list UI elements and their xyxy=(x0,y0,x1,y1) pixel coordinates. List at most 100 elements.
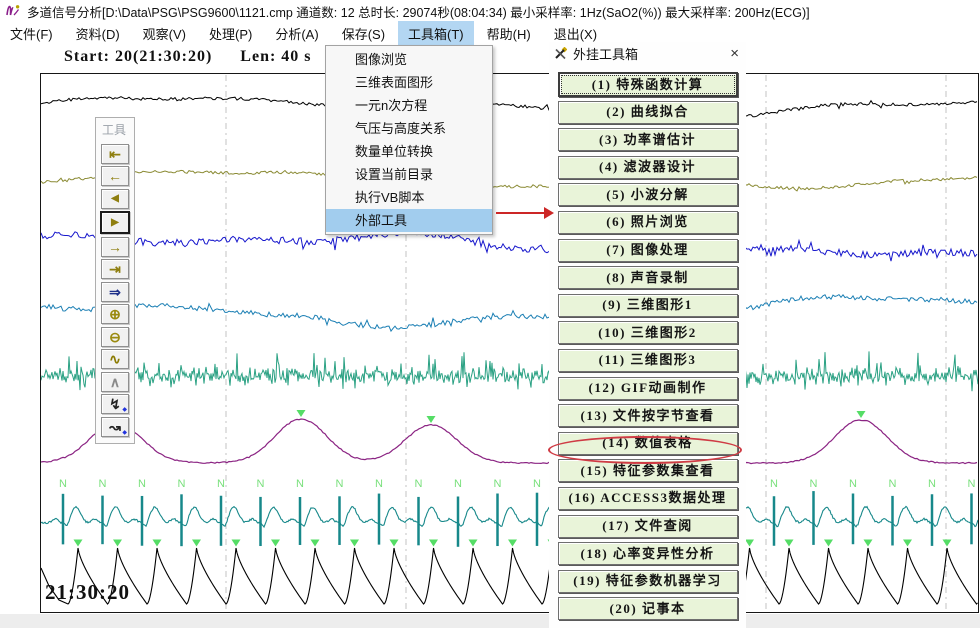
dropdown-item-1[interactable]: 图像浏览 xyxy=(355,52,408,67)
panel-tool-16-button[interactable]: (16) ACCESS3数据处理 xyxy=(557,486,738,510)
zoom-in-icon: ⊕ xyxy=(109,306,121,322)
go-first-icon: ⇤ xyxy=(109,145,121,162)
dropdown-item-7[interactable]: 执行VB脚本 xyxy=(355,190,425,205)
menubar-item-2[interactable]: 资料(D) xyxy=(75,27,120,42)
menu-bar: 文件(F) 资料(D) 观察(V) 处理(P) 分析(A) 保存(S) 工具箱(T) 帮助(H… xyxy=(0,21,980,46)
panel-tool-8-button[interactable]: (8) 声音录制 xyxy=(557,266,738,290)
menubar-item-7[interactable]: 工具箱(T) xyxy=(398,21,474,46)
plugin-toolbox-panel: 外挂工具箱 × (1) 特殊函数计算 (2) 曲线拟合 (3) 功率谱估计 (4) 滤… xyxy=(549,42,746,628)
window-title: 多道信号分析[D:\Data\PSG\PSG9600\1121.cmp 通道数:… xyxy=(27,5,810,20)
svg-text:N: N xyxy=(533,478,541,490)
plugin-panel-buttons: (1) 特殊函数计算 (2) 曲线拟合 (3) 功率谱估计 (4) 滤波器设计 (5) … xyxy=(549,64,746,621)
collapse-button[interactable]: ∧ xyxy=(101,371,129,392)
panel-tool-19-button[interactable]: (19) 特征参数机器学习 xyxy=(557,569,738,593)
page-left-icon: ← xyxy=(108,168,122,184)
go-last-button[interactable]: ⇥ xyxy=(101,259,129,279)
zoom-in-button[interactable]: ⊕ xyxy=(101,304,129,324)
svg-text:N: N xyxy=(217,478,225,490)
blue-dot-icon: ◆ xyxy=(122,407,127,413)
panel-tool-6-button[interactable]: (6) 照片浏览 xyxy=(557,210,738,234)
dropdown-item-5[interactable]: 数量单位转换 xyxy=(355,144,434,159)
panel-tool-9-button[interactable]: (9) 三维图形1 xyxy=(557,293,738,317)
tool-palette-title: 工具 xyxy=(102,123,127,137)
window-bottom-strip xyxy=(0,614,980,628)
dropdown-item-2[interactable]: 三维表面图形 xyxy=(355,75,434,90)
panel-tool-7-button[interactable]: (7) 图像处理 xyxy=(557,238,738,262)
dropdown-item-4[interactable]: 气压与高度关系 xyxy=(355,121,447,136)
play-right-icon: ▶ xyxy=(111,216,119,228)
panel-tool-18-button[interactable]: (18) 心率变异性分析 xyxy=(557,542,738,566)
svg-text:N: N xyxy=(770,478,778,490)
svg-text:N: N xyxy=(257,478,265,490)
fast-forward-button[interactable]: ⇒ xyxy=(101,281,129,302)
svg-text:N: N xyxy=(138,478,146,490)
lightning-button[interactable]: ↯ ◆ xyxy=(101,394,129,414)
step-right-button[interactable]: → xyxy=(101,236,129,257)
title-bar: 多道信号分析[D:\Data\PSG\PSG9600\1121.cmp 通道数:… xyxy=(0,0,980,22)
zoom-out-button[interactable]: ⊖ xyxy=(101,326,129,347)
epoch-time-label: 21:30:20 xyxy=(45,580,130,604)
tool-palette-buttons: ⇤ ← ◀ ▶ → ⇥ ⇒ ⊕ ⊖ ∿ ∧ ↯ ◆ ↝ ◆ xyxy=(96,143,134,437)
go-first-button[interactable]: ⇤ xyxy=(101,143,129,164)
step-right-icon: → xyxy=(108,238,122,255)
waveform-view-icon: ∿ xyxy=(109,351,121,367)
panel-tool-1-button[interactable]: (1) 特殊函数计算 xyxy=(557,72,738,97)
svg-text:N: N xyxy=(454,478,462,490)
close-icon[interactable]: × xyxy=(730,44,739,62)
play-right-button[interactable]: ▶ xyxy=(100,211,130,234)
dropdown-item-6[interactable]: 设置当前目录 xyxy=(355,167,434,182)
panel-tool-4-button[interactable]: (4) 滤波器设计 xyxy=(557,155,738,179)
waveform-view-button[interactable]: ∿ xyxy=(101,349,129,369)
dropdown-item-3[interactable]: 一元n次方程 xyxy=(355,98,428,113)
collapse-icon: ∧ xyxy=(109,373,121,390)
menubar-item-9[interactable]: 退出(X) xyxy=(553,27,598,42)
panel-tool-2-button[interactable]: (2) 曲线拟合 xyxy=(557,100,738,124)
menubar-item-8[interactable]: 帮助(H) xyxy=(486,27,531,42)
length-label: Len: 40 s xyxy=(240,48,312,65)
waveform-canvas: NNNNNNNNNNNNNNNNNNNNNNNN xyxy=(40,75,979,611)
app-icon xyxy=(6,5,20,16)
panel-tool-11-button[interactable]: (11) 三维图形3 xyxy=(557,348,738,372)
menubar-item-3[interactable]: 观察(V) xyxy=(142,27,186,42)
toolbox-dropdown-menu: 图像浏览三维表面图形 一元n次方程气压与高度关系 数量单位转换 设置当前目录 执行VB脚… xyxy=(325,45,493,235)
menubar-item-5[interactable]: 分析(A) xyxy=(275,27,319,42)
step-left-icon: ◀ xyxy=(111,192,119,204)
menubar-item-1[interactable]: 文件(F) xyxy=(10,27,53,42)
zoom-out-icon: ⊖ xyxy=(109,328,121,345)
red-annotation-ellipse xyxy=(548,436,742,464)
panel-tool-15-button[interactable]: (15) 特征参数集查看 xyxy=(557,459,738,483)
fast-forward-icon: ⇒ xyxy=(109,283,121,300)
svg-text:N: N xyxy=(968,478,976,490)
panel-tool-12-button[interactable]: (12) GIF动画制作 xyxy=(557,376,738,400)
menubar-item-6[interactable]: 保存(S) xyxy=(341,27,386,42)
plugin-panel-header: 外挂工具箱 × xyxy=(549,42,746,64)
tools-icon xyxy=(555,46,567,59)
plot-range-label: Start: 20(21:30:20) Len: 40 s xyxy=(64,48,312,66)
panel-tool-17-button[interactable]: (17) 文件查阅 xyxy=(557,514,738,538)
svg-text:N: N xyxy=(849,478,857,490)
svg-text:N: N xyxy=(928,478,936,490)
start-label: Start: 20(21:30:20) xyxy=(64,48,213,65)
lightning-icon: ↯ xyxy=(109,396,121,412)
panel-tool-13-button[interactable]: (13) 文件按字节查看 xyxy=(557,404,738,428)
svg-text:N: N xyxy=(178,478,186,490)
tool-palette: 工具 ⇤ ← ◀ ▶ → ⇥ ⇒ ⊕ ⊖ ∿ ∧ ↯ ◆ ↝ ◆ xyxy=(95,117,135,444)
svg-text:N: N xyxy=(375,478,383,490)
zigzag-jump-button[interactable]: ↝ ◆ xyxy=(101,416,129,437)
svg-text:N: N xyxy=(336,478,344,490)
svg-text:N: N xyxy=(889,478,897,490)
panel-tool-3-button[interactable]: (3) 功率谱估计 xyxy=(557,128,738,152)
panel-tool-20-button[interactable]: (20) 记事本 xyxy=(557,597,738,621)
go-last-icon: ⇥ xyxy=(109,261,121,277)
panel-tool-10-button[interactable]: (10) 三维图形2 xyxy=(557,321,738,345)
menubar-item-4[interactable]: 处理(P) xyxy=(209,27,253,42)
svg-text:N: N xyxy=(99,478,107,490)
page-left-button[interactable]: ← xyxy=(101,166,129,186)
red-annotation-arrow xyxy=(496,212,546,214)
dropdown-item-8[interactable]: 外部工具 xyxy=(326,209,492,232)
panel-tool-5-button[interactable]: (5) 小波分解 xyxy=(557,183,738,207)
step-left-button[interactable]: ◀ xyxy=(101,188,129,209)
plugin-panel-title: 外挂工具箱 xyxy=(573,46,639,62)
waveform-plot[interactable]: NNNNNNNNNNNNNNNNNNNNNNNN xyxy=(40,73,979,613)
red-annotation-arrowhead xyxy=(544,207,554,219)
